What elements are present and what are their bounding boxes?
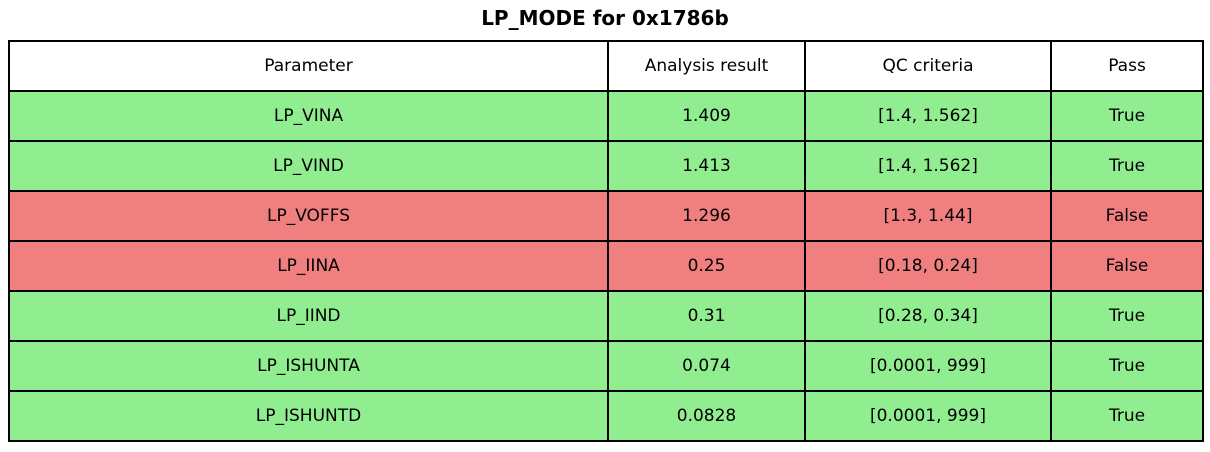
column-header-analysis-result: Analysis result [607, 40, 806, 92]
cell-pass: False [1050, 240, 1204, 292]
cell-qc-criteria: [1.4, 1.562] [804, 90, 1052, 142]
table-row: LP_ISHUNTA 0.074 [0.0001, 999] True [8, 340, 1204, 392]
cell-qc-criteria: [1.3, 1.44] [804, 190, 1052, 242]
table-row: LP_IIND 0.31 [0.28, 0.34] True [8, 290, 1204, 342]
table-row: LP_VOFFS 1.296 [1.3, 1.44] False [8, 190, 1204, 242]
column-header-qc-criteria: QC criteria [804, 40, 1052, 92]
cell-parameter: LP_VIND [8, 140, 609, 192]
cell-qc-criteria: [0.0001, 999] [804, 340, 1052, 392]
cell-parameter: LP_IINA [8, 240, 609, 292]
cell-pass: True [1050, 140, 1204, 192]
cell-analysis-result: 0.0828 [607, 390, 806, 442]
column-header-parameter: Parameter [8, 40, 609, 92]
column-header-pass: Pass [1050, 40, 1204, 92]
page-title: LP_MODE for 0x1786b [481, 6, 729, 30]
cell-parameter: LP_VOFFS [8, 190, 609, 242]
qc-results-table: Parameter Analysis result QC criteria Pa… [8, 40, 1204, 442]
table-row: LP_VINA 1.409 [1.4, 1.562] True [8, 90, 1204, 142]
cell-qc-criteria: [0.28, 0.34] [804, 290, 1052, 342]
cell-pass: False [1050, 190, 1204, 242]
cell-analysis-result: 0.25 [607, 240, 806, 292]
cell-qc-criteria: [1.4, 1.562] [804, 140, 1052, 192]
cell-analysis-result: 1.413 [607, 140, 806, 192]
table-row: LP_ISHUNTD 0.0828 [0.0001, 999] True [8, 390, 1204, 442]
cell-qc-criteria: [0.0001, 999] [804, 390, 1052, 442]
cell-pass: True [1050, 340, 1204, 392]
cell-analysis-result: 1.409 [607, 90, 806, 142]
table-header-row: Parameter Analysis result QC criteria Pa… [8, 40, 1204, 92]
cell-analysis-result: 0.31 [607, 290, 806, 342]
cell-qc-criteria: [0.18, 0.24] [804, 240, 1052, 292]
cell-parameter: LP_VINA [8, 90, 609, 142]
cell-parameter: LP_ISHUNTD [8, 390, 609, 442]
cell-parameter: LP_ISHUNTA [8, 340, 609, 392]
cell-analysis-result: 0.074 [607, 340, 806, 392]
cell-analysis-result: 1.296 [607, 190, 806, 242]
cell-pass: True [1050, 290, 1204, 342]
cell-parameter: LP_IIND [8, 290, 609, 342]
table-row: LP_IINA 0.25 [0.18, 0.24] False [8, 240, 1204, 292]
table-row: LP_VIND 1.413 [1.4, 1.562] True [8, 140, 1204, 192]
cell-pass: True [1050, 90, 1204, 142]
cell-pass: True [1050, 390, 1204, 442]
